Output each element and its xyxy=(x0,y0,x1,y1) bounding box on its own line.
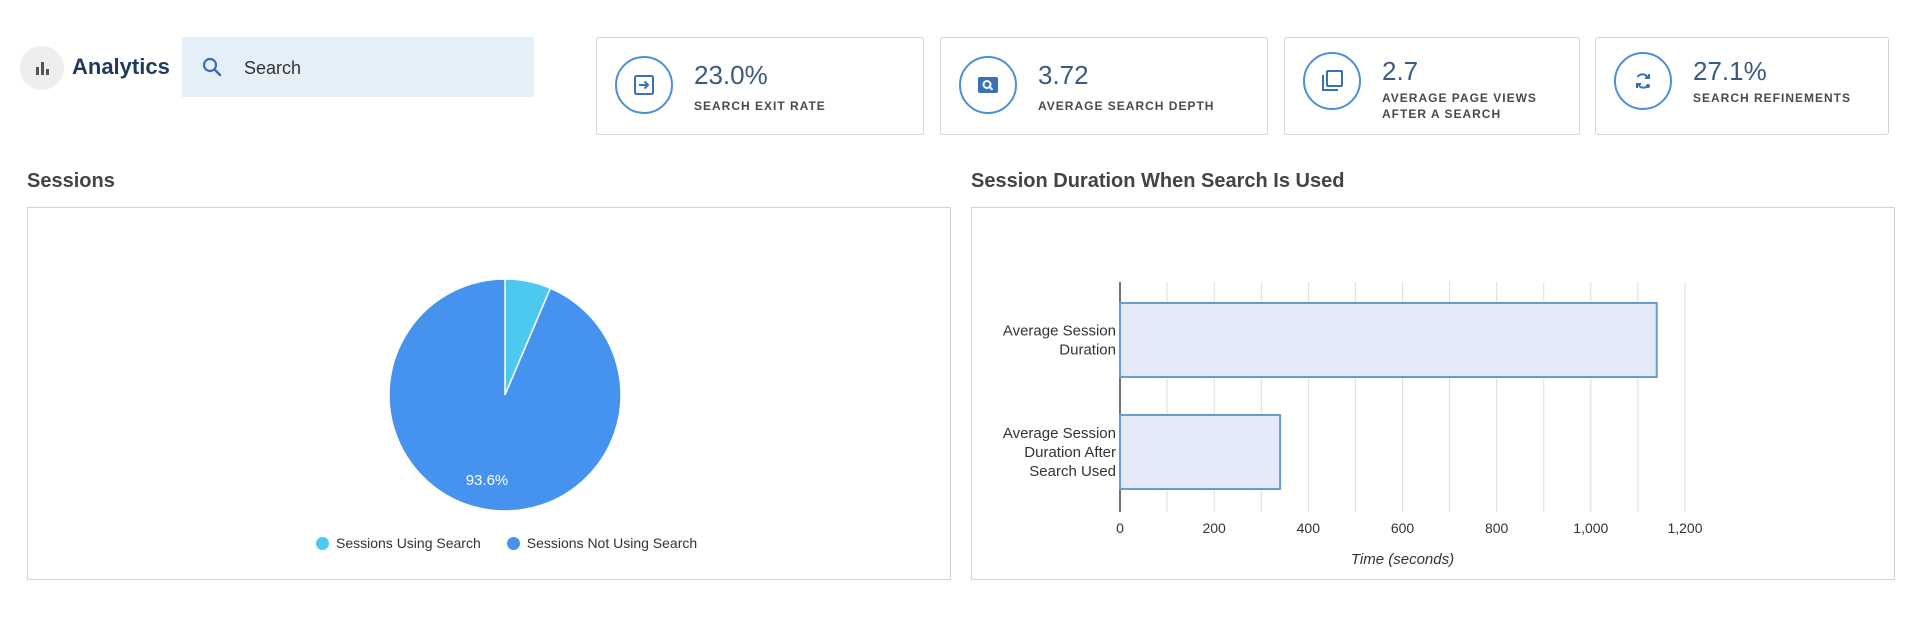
kpi-label: AVERAGE SEARCH DEPTH xyxy=(1038,99,1215,113)
pages-icon xyxy=(1322,70,1343,91)
x-tick-label: 600 xyxy=(1391,520,1415,536)
pie-legend: Sessions Using Search Sessions Not Using… xyxy=(316,535,723,551)
app-title: Analytics xyxy=(72,54,170,79)
kpi-card-search-refinements: 27.1% SEARCH REFINEMENTS xyxy=(1595,37,1889,135)
legend-marker xyxy=(316,536,329,550)
sessions-pie-chart: 93.6% xyxy=(388,278,622,512)
x-tick-label: 1,200 xyxy=(1667,520,1702,536)
kpi-value: 2.7 xyxy=(1382,56,1419,86)
legend-label: Sessions Not Using Search xyxy=(526,535,698,551)
duration-title: Session Duration When Search Is Used xyxy=(971,170,1345,192)
pie-data-label: 93.6% xyxy=(466,472,509,489)
legend-marker xyxy=(506,536,520,550)
category-label: Average Session Duration After Search Used xyxy=(1003,425,1116,480)
kpi-icon-circle xyxy=(959,56,1017,114)
duration-panel xyxy=(971,207,1895,580)
bar-chart-icon xyxy=(36,62,49,75)
x-tick-label: 0 xyxy=(1116,520,1124,536)
search-depth-icon xyxy=(978,77,998,93)
exit-icon xyxy=(634,75,654,95)
legend-item: Sessions Using Search xyxy=(316,535,481,551)
search-input[interactable] xyxy=(242,51,516,85)
kpi-icon-circle xyxy=(615,56,673,114)
kpi-value: 23.0% xyxy=(694,60,768,90)
bar xyxy=(1119,414,1282,490)
legend-item: Sessions Not Using Search xyxy=(506,535,698,551)
kpi-card-search-exit-rate: 23.0% SEARCH EXIT RATE xyxy=(596,37,924,135)
search-box[interactable] xyxy=(182,37,534,97)
x-tick-label: 400 xyxy=(1297,520,1321,536)
kpi-value: 27.1% xyxy=(1693,56,1767,86)
kpi-card-average-page-views: 2.7 AVERAGE PAGE VIEWS AFTER A SEARCH xyxy=(1284,37,1580,135)
x-tick-label: 200 xyxy=(1202,520,1226,536)
kpi-icon-circle xyxy=(1614,52,1672,110)
sessions-title: Sessions xyxy=(27,170,115,192)
x-tick-label: 1,000 xyxy=(1573,520,1608,536)
kpi-label: SEARCH REFINEMENTS xyxy=(1693,91,1852,105)
x-axis-title: Time (seconds) xyxy=(1351,551,1454,568)
refresh-icon xyxy=(1636,73,1650,89)
duration-bar-chart: Average Session Duration Average Session Du… xyxy=(1003,282,1703,568)
kpi-icon-circle xyxy=(1303,52,1361,110)
pie-slice xyxy=(388,278,622,512)
kpi-label: AVERAGE PAGE VIEWS AFTER A SEARCH xyxy=(1382,91,1537,121)
kpi-card-average-search-depth: 3.72 AVERAGE SEARCH DEPTH xyxy=(940,37,1268,135)
search-icon xyxy=(202,57,222,77)
x-tick-label: 800 xyxy=(1485,520,1509,536)
top-bar: Analytics 23.0% SEARCH EXIT RATE 3.72 xyxy=(0,0,1918,140)
category-label: Average Session Duration xyxy=(1003,323,1116,359)
bar xyxy=(1119,302,1658,378)
kpi-value: 3.72 xyxy=(1038,60,1089,90)
kpi-label: SEARCH EXIT RATE xyxy=(694,99,826,113)
legend-label: Sessions Using Search xyxy=(336,535,481,551)
analytics-logo xyxy=(20,46,64,90)
